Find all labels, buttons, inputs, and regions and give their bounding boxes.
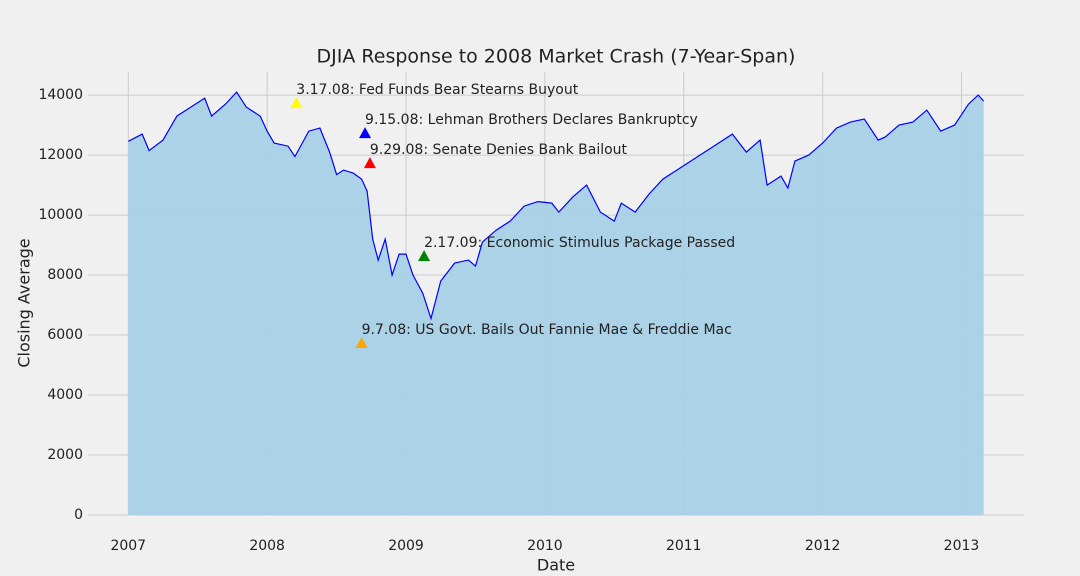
y-tick-label: 4000 [47, 387, 83, 403]
x-tick-label: 2009 [388, 538, 424, 554]
x-tick-label: 2013 [944, 538, 980, 554]
chart-title: DJIA Response to 2008 Market Crash (7-Ye… [317, 46, 796, 68]
x-tick-label: 2007 [110, 538, 146, 554]
line [128, 91, 985, 321]
annotation-marker [359, 127, 372, 139]
y-tick-label: 10000 [38, 207, 83, 223]
area [128, 92, 984, 515]
y-tick-label: 8000 [47, 267, 83, 283]
annotation-marker [418, 250, 431, 262]
y-tick-label: 6000 [47, 327, 83, 343]
y-tick-label: 12000 [38, 147, 83, 163]
annotation-marker [363, 157, 376, 169]
x-tick-label: 2012 [805, 538, 841, 554]
annotation-marker [355, 337, 368, 349]
x-tick-label: 2010 [527, 538, 563, 554]
annotation-text: 9.7.08: US Govt. Bails Out Fannie Mae & … [362, 322, 732, 338]
x-tick-label: 2008 [249, 538, 285, 554]
annotation-text: 9.15.08: Lehman Brothers Declares Bankru… [365, 112, 698, 128]
annotation-text: 2.17.09: Economic Stimulus Package Passe… [424, 235, 735, 251]
y-tick-label: 0 [74, 507, 83, 523]
annotation-text: 3.17.08: Fed Funds Bear Stearns Buyout [296, 82, 578, 98]
y-axis-label: Closing Average [15, 238, 34, 367]
x-axis-label: Date [537, 556, 575, 575]
annotation-text: 9.29.08: Senate Denies Bank Bailout [370, 142, 628, 158]
annotation-marker [290, 97, 303, 109]
y-tick-label: 2000 [47, 447, 83, 463]
x-tick-label: 2011 [666, 538, 702, 554]
y-tick-label: 14000 [38, 87, 83, 103]
